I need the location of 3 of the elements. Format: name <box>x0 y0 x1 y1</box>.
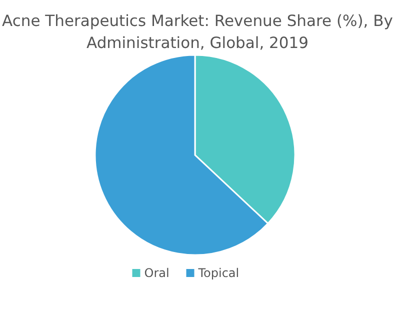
chart-title: Acne Therapeutics Market: Revenue Share (%), By Administration, Global, 2019 <box>2 12 393 52</box>
legend-label: Topical <box>197 266 240 280</box>
legend-label: Oral <box>144 266 170 280</box>
